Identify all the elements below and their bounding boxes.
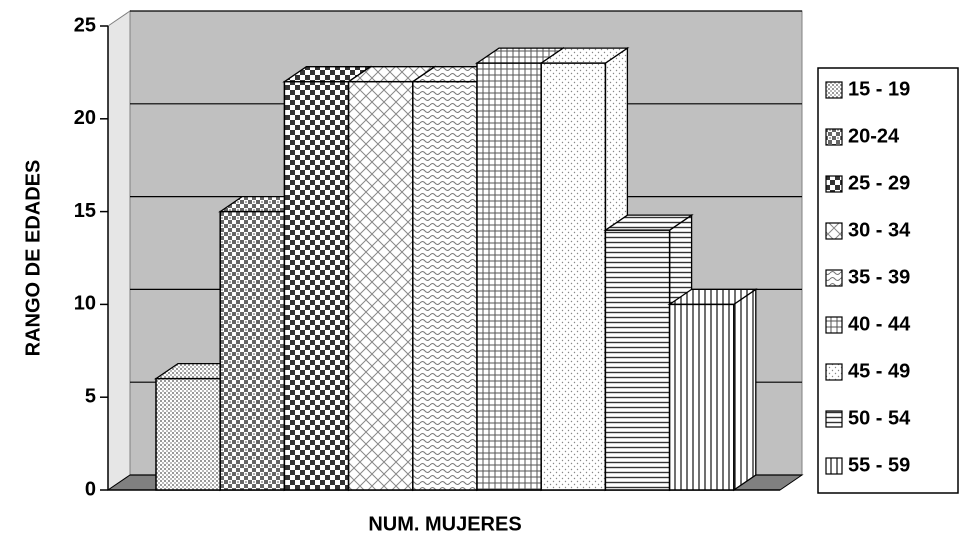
legend-label: 20-24 xyxy=(848,125,900,147)
legend-label: 40 - 44 xyxy=(848,313,911,335)
y-tick-label: 10 xyxy=(74,293,96,315)
y-axis-label: RANGO DE EDADES xyxy=(22,160,44,357)
bar xyxy=(347,80,414,491)
bar xyxy=(219,210,286,491)
bar-side xyxy=(733,288,757,492)
bar xyxy=(283,80,350,491)
legend-swatch xyxy=(825,269,843,287)
y-tick-label: 15 xyxy=(74,200,96,222)
legend-swatch xyxy=(825,316,843,334)
x-axis-label: NUM. MUJERES xyxy=(368,513,521,535)
legend-label: 50 - 54 xyxy=(848,407,911,429)
y-tick-label: 5 xyxy=(85,385,96,407)
legend-label: 15 - 19 xyxy=(848,78,910,100)
legend-swatch xyxy=(825,81,843,99)
legend-swatch xyxy=(825,410,843,428)
bar xyxy=(668,303,735,491)
bar xyxy=(412,80,478,491)
legend-label: 55 - 59 xyxy=(848,454,910,476)
y-tick-label: 0 xyxy=(85,478,96,500)
bar xyxy=(155,377,221,491)
legend-label: 45 - 49 xyxy=(848,360,910,382)
legend-label: 25 - 29 xyxy=(848,172,910,194)
legend-swatch xyxy=(825,175,843,193)
bar xyxy=(604,229,671,491)
legend-swatch xyxy=(825,222,843,240)
y-tick-label: 20 xyxy=(74,107,96,129)
left-wall xyxy=(107,10,131,491)
legend-swatch xyxy=(825,128,843,146)
bar xyxy=(540,62,607,491)
bar xyxy=(476,62,542,491)
legend-swatch xyxy=(825,457,843,475)
legend-swatch xyxy=(825,363,843,381)
legend-label: 35 - 39 xyxy=(848,266,910,288)
legend-label: 30 - 34 xyxy=(848,219,911,241)
y-tick-label: 25 xyxy=(74,14,96,36)
